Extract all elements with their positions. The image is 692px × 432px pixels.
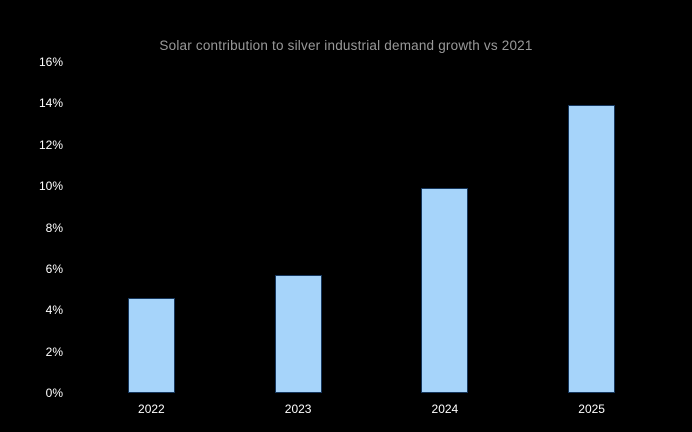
y-axis-tick-label: 12%: [38, 137, 63, 152]
y-axis-tick-label: 8%: [45, 220, 63, 235]
y-axis-tick-label: 16%: [38, 55, 63, 69]
x-axis-tick-label: 2025: [578, 402, 605, 416]
bar-2025: [568, 105, 616, 393]
chart-title: Solar contribution to silver industrial …: [159, 38, 533, 53]
bar-2024: [421, 188, 469, 393]
y-axis: 0% 2% 4% 6% 8% 10% 12% 14% 16%: [0, 0, 63, 432]
y-axis-tick-label: 10%: [38, 179, 63, 194]
x-axis: 2022 2023 2024 2025: [78, 401, 665, 419]
y-axis-tick-label: 0%: [45, 386, 63, 400]
y-axis-tick-label: 14%: [38, 96, 63, 111]
x-axis-tick-label: 2023: [284, 402, 312, 416]
y-axis-tick-label: 2%: [45, 344, 63, 359]
y-axis-tick-label: 6%: [45, 261, 63, 276]
x-axis-tick-label: 2022: [138, 402, 165, 416]
y-axis-tick-label: 4%: [45, 303, 63, 318]
bar-2023: [274, 275, 322, 393]
x-axis-tick-label: 2024: [431, 402, 459, 416]
bar-2022: [127, 297, 175, 393]
plot-area: [78, 62, 665, 393]
